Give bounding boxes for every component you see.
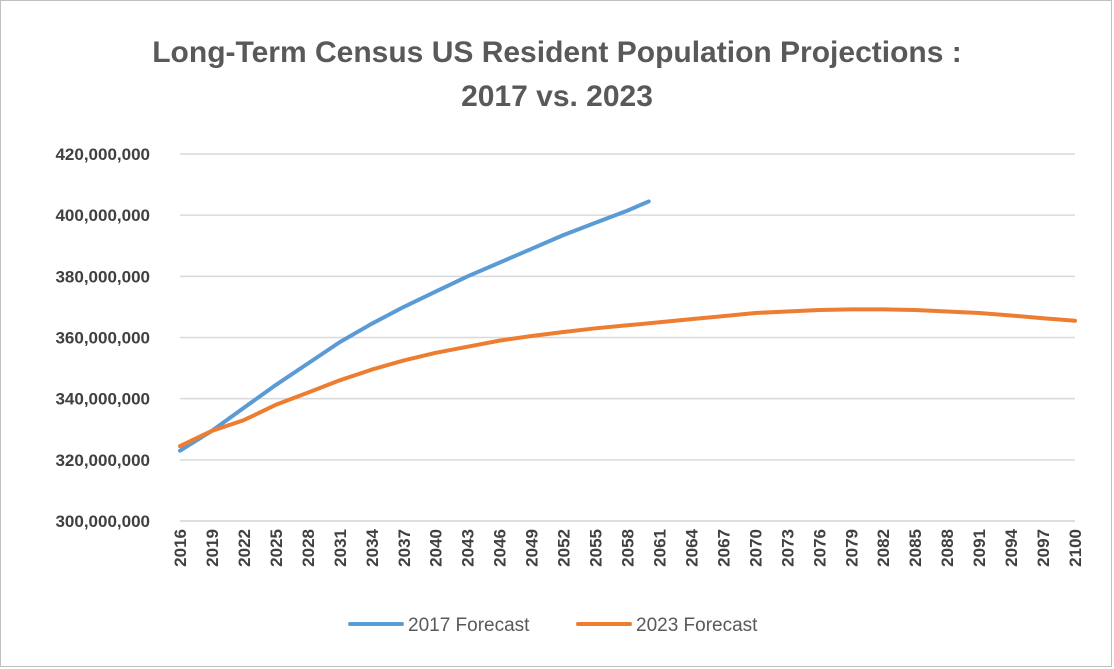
x-tick-label: 2058: [619, 529, 638, 567]
x-tick-label: 2034: [363, 528, 382, 566]
x-tick-label: 2052: [555, 529, 574, 567]
x-tick-label: 2043: [459, 529, 478, 567]
y-tick-label: 300,000,000: [55, 512, 150, 531]
chart-title-line-1: Long-Term Census US Resident Population …: [152, 36, 962, 69]
x-tick-label: 2091: [970, 529, 989, 567]
x-tick-label: 2037: [395, 529, 414, 567]
x-tick-label: 2022: [235, 529, 254, 567]
x-tick-label: 2076: [810, 529, 829, 567]
x-tick-label: 2031: [331, 529, 350, 567]
y-tick-label: 400,000,000: [55, 206, 150, 225]
x-tick-label: 2082: [874, 529, 893, 567]
y-tick-label: 340,000,000: [55, 390, 150, 409]
x-tick-label: 2025: [267, 529, 286, 567]
x-tick-label: 2088: [938, 529, 957, 567]
x-tick-label: 2067: [714, 529, 733, 567]
y-tick-label: 360,000,000: [55, 329, 150, 348]
y-tick-label: 420,000,000: [55, 145, 150, 164]
legend-label: 2017 Forecast: [408, 615, 530, 636]
y-tick-label: 380,000,000: [55, 267, 150, 286]
x-tick-label: 2073: [778, 529, 797, 567]
x-tick-label: 2070: [746, 529, 765, 567]
x-tick-label: 2019: [203, 529, 222, 567]
y-axis: 300,000,000 320,000,000 340,000,000 360,000…: [55, 145, 150, 531]
chart-title-line-2: 2017 vs. 2023: [461, 80, 653, 113]
x-tick-label: 2100: [1066, 529, 1085, 567]
legend-label: 2023 Forecast: [636, 615, 758, 636]
x-tick-label: 2040: [427, 529, 446, 567]
x-tick-label: 2055: [587, 529, 606, 567]
x-tick-label: 2085: [906, 529, 925, 567]
x-tick-label: 2028: [299, 529, 318, 567]
x-tick-label: 2064: [682, 528, 701, 566]
x-tick-label: 2049: [523, 529, 542, 567]
x-tick-label: 2016: [171, 529, 190, 567]
x-tick-label: 2097: [1034, 529, 1053, 567]
x-tick-label: 2046: [491, 529, 510, 567]
legend: 2017 Forecast 2023 Forecast: [348, 615, 758, 636]
x-tick-label: 2079: [842, 529, 861, 567]
series-line-1: [178, 199, 651, 453]
x-tick-label: 2094: [1002, 528, 1021, 566]
x-axis: 2016 2019 2022 2025 2028 2031 2034 2037 2040 2043…: [171, 520, 1085, 567]
series-lines: [178, 199, 1077, 453]
x-tick-label: 2061: [650, 529, 669, 567]
y-tick-label: 320,000,000: [55, 451, 150, 470]
series-line-2: [178, 307, 1077, 449]
chart-title: Long-Term Census US Resident Population …: [1, 31, 1113, 119]
